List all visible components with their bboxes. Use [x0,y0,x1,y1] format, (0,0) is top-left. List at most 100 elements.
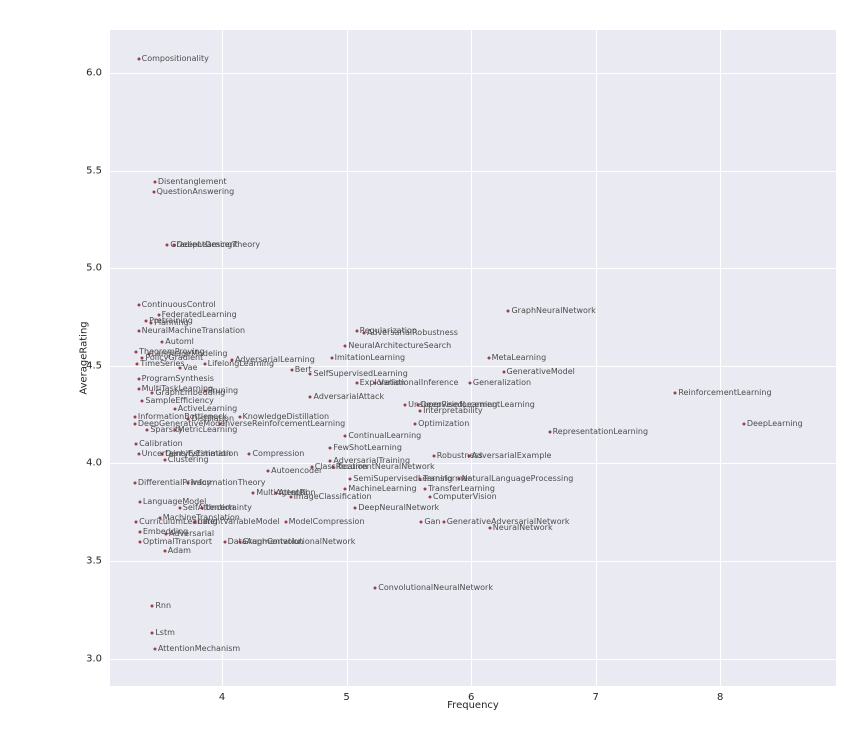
scatter-point-label: AttentionMechanism [157,643,241,653]
scatter-point-label: SelfSupervisedLearning [313,368,408,378]
scatter-point-label: LanguageModeling [151,349,228,359]
scatter-dot [138,530,142,534]
x-gridline [346,30,348,686]
scatter-dot [137,387,141,391]
scatter-point-label: Adam [167,546,191,556]
scatter-point-label: Pretraining [149,315,193,325]
scatter-dot [362,331,366,335]
scatter-dot [203,389,207,393]
scatter-dot [133,481,137,485]
scatter-point-label: Transformer [423,474,472,484]
scatter-point-label: GenerativeModel [506,366,575,376]
scatter-point-label: GraphConvolutionalNetwork [242,536,356,546]
scatter-dot [331,465,335,469]
y-tick-label: 5.5 [86,165,102,177]
scatter-dot [238,415,241,419]
x-gridline [222,30,224,686]
scatter-point-label: SemiSupervisedLearning [353,474,453,484]
scatter-dot [147,352,151,356]
scatter-dot [247,452,251,456]
scatter-dot [284,520,288,524]
scatter-point-label: AdversarialAttack [313,392,385,402]
scatter-point-label: RepresentationLearning [552,427,649,437]
scatter-point-label: Adversarial [169,528,215,538]
scatter-dot [413,422,417,426]
scatter-dot [673,391,677,395]
scatter-point-label: LanguageModel [142,497,207,507]
scatter-point-label: Attention [278,487,316,497]
scatter-dot [355,381,359,385]
y-gridline [110,561,836,563]
scatter-dot [140,356,144,360]
scatter-point-label: DeepGenerativeModel [137,419,228,429]
scatter-dot [373,381,377,385]
scatter-dot [164,532,168,536]
scatter-dot [355,329,359,333]
scatter-point-label: DeepLearningTheory [176,239,261,249]
scatter-dot [193,520,197,524]
x-gridline [471,30,473,686]
x-tick-label: 6 [467,692,475,703]
scatter-dot [274,491,278,495]
scatter-point-label: ActiveLearning [177,403,238,413]
scatter-point-label: Autoencoder [271,466,323,476]
scatter-point-label: UncertaintyEstimation [141,448,231,458]
scatter-dot [134,350,138,354]
scatter-dot [172,243,175,247]
scatter-point-label: GraphNeuralNetwork [511,306,596,316]
scatter-point-label: Vae [182,362,198,372]
scatter-dot [343,434,347,438]
scatter-point-label: ImageClassification [293,491,372,501]
scatter-point-label: Disentanglement [157,177,227,187]
scatter-point-label: Generalization [472,378,532,388]
scatter-dot [133,422,137,426]
scatter-dot [218,422,222,426]
x-tick-label: 5 [343,692,350,703]
scatter-dot [502,370,505,374]
scatter-point-label: GradientDescent [170,239,238,249]
scatter-point-label: Automl [165,337,194,347]
scatter-point-label: FederatedLearning [161,310,237,320]
scatter-dot [506,309,510,313]
scatter-point-label: TheoremProving [139,347,205,357]
scatter-point-label: ProgramSynthesis [141,374,214,384]
x-axis-title: Frequency [447,700,499,711]
scatter-dot [158,516,162,520]
scatter-dot [373,586,377,590]
scatter-point-label: Classification [314,462,368,472]
scatter-dot [467,454,471,458]
scatter-point-label: Gan [424,517,441,527]
scatter-point-label: VariationalInference [378,378,459,388]
scatter-point-label: Distillation [191,413,235,423]
scatter-dot [173,428,177,432]
scatter-point-label: Optimization [418,419,470,429]
scatter-dot [145,428,149,432]
scatter-dot [290,368,294,372]
y-tick-label: 4.5 [86,360,102,372]
scatter-dot [140,399,144,403]
scatter-point-label: LifelongLearning [207,358,275,368]
scatter-point-label: Rnn [155,600,172,610]
scatter-dot [178,366,182,370]
x-tick-label: 8 [717,692,724,703]
scatter-point-label: DifferentialPrivacy [137,477,212,487]
scatter-point-label: Interpretability [423,405,483,415]
scatter-dot [428,495,432,499]
scatter-point-label: Regularization [359,325,417,335]
scatter-dot [160,340,164,344]
scatter-point-label: NeuralNetwork [492,522,553,532]
scatter-point-label: Exploration [359,378,406,388]
scatter-point-label: MachineTranslation [162,513,240,523]
scatter-point-label: Clustering [167,454,209,464]
scatter-point-label: Compositionality [141,54,209,64]
scatter-point-label: MetricLearning [177,425,238,435]
scatter-point-label: CurriculumLearning [139,517,218,527]
scatter-dot [343,344,347,348]
scatter-point-label: TimeSeries [140,358,185,368]
scatter-dot [163,549,167,553]
scatter-dot [150,391,154,395]
scatter-point-label: GenerativeAdversarialNetwork [446,517,570,527]
scatter-dot [137,329,141,333]
y-axis-title: AverageRating [78,321,90,395]
scatter-dot [416,403,420,407]
